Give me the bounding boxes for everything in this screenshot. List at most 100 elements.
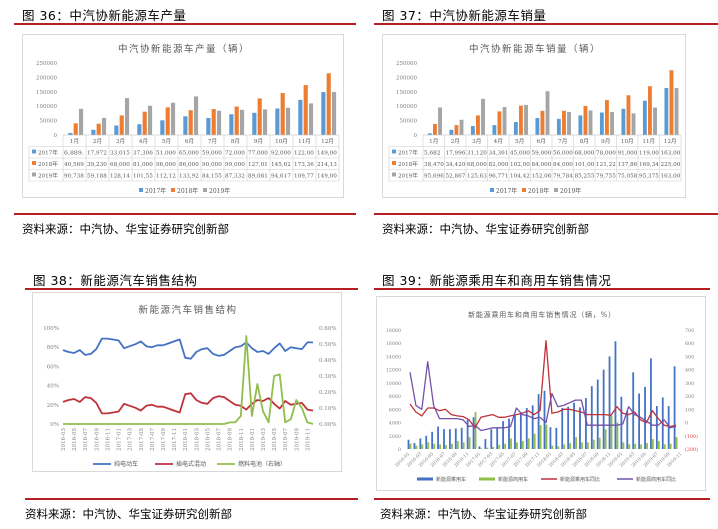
table-cell: 91,000 — [618, 151, 638, 157]
bar-2019年 — [78, 108, 84, 135]
bar-2018年 — [648, 86, 652, 135]
bar-新能源商用车 — [462, 442, 465, 449]
table-cell: 68,000 — [467, 162, 487, 168]
bar-2017年 — [427, 133, 432, 135]
figure-37-title: 图 37：中汽协新能源车销量 — [382, 8, 547, 23]
bar-新能源商用车 — [439, 444, 441, 449]
table-cell: 31,120 — [467, 151, 487, 157]
bar-2017年 — [642, 100, 647, 135]
bar-新能源商用车 — [563, 444, 566, 449]
category-label: 11月 — [298, 138, 311, 145]
y-left-tick: 20% — [47, 403, 59, 409]
bar-新能源商用车 — [557, 446, 560, 449]
bar-新能源乘用车 — [537, 394, 540, 449]
category-label: 10月 — [275, 138, 288, 145]
legend-label: 2017年 — [496, 187, 517, 195]
y-tick-label: 100000 — [396, 104, 417, 110]
table-cell: 38,470 — [424, 162, 444, 168]
legend-label: 2019年 — [560, 187, 581, 195]
bar-2018年 — [583, 105, 588, 135]
chart-39-passenger-commercial: 新能源乘用车和商用车销售情况（辆，%） 18000 16000 14000 12000 1… — [386, 310, 698, 483]
bar-2019年 — [567, 112, 571, 135]
y-right-tick: 0.00% — [319, 422, 336, 428]
bar-新能源商用车 — [628, 444, 631, 449]
bar-新能源乘用车 — [561, 408, 564, 449]
bar-2018年 — [280, 93, 285, 135]
y-left-tick: 0% — [50, 422, 59, 428]
line-新能源乘用车同比 — [409, 339, 677, 429]
bar-新能源商用车 — [610, 415, 613, 449]
bar-2019年 — [308, 103, 314, 135]
y-left-tick: 16000 — [386, 341, 401, 347]
y-tick-label: 50000 — [40, 119, 58, 125]
bar-2019年 — [147, 105, 153, 135]
y-left-tick: 18000 — [386, 328, 401, 334]
figure-38-source: 资料来源：中汽协、华宝证券研究创新部 — [25, 507, 232, 521]
bar-新能源商用车 — [409, 443, 412, 449]
table-cell: 78,000 — [596, 151, 616, 157]
bar-2019年 — [481, 98, 485, 135]
bar-新能源乘用车 — [531, 405, 534, 449]
bar-2018年 — [257, 98, 262, 135]
bar-2017年 — [599, 112, 604, 135]
bar-2017年 — [664, 88, 669, 135]
figure-39-title: 图 39：新能源乘用车和商用车销售情况 — [382, 273, 612, 288]
bar-2017年 — [470, 126, 475, 135]
x-tick-label: 2016-11 — [105, 428, 111, 451]
category-label: 3月 — [116, 138, 125, 145]
table-cell: 90,000 — [202, 162, 222, 168]
category-label: 5月 — [162, 138, 171, 145]
y-tick-label: 250000 — [36, 61, 57, 67]
legend-swatch — [522, 188, 526, 192]
y-tick-label: 200000 — [396, 75, 417, 81]
legend-label: 插电式混动 — [176, 460, 206, 468]
table-cell: 37,306 — [133, 151, 153, 157]
y-tick-label: 50000 — [400, 119, 418, 125]
bar-新能源乘用车 — [437, 426, 439, 449]
x-tick-label: 2016-09 — [94, 428, 100, 451]
bar-2018年 — [211, 109, 216, 135]
bar-新能源商用车 — [527, 438, 530, 449]
bar-2018年 — [96, 123, 101, 135]
bar-新能源商用车 — [533, 433, 536, 449]
bar-2018年 — [454, 125, 459, 135]
x-tick-label: 2019-11 — [305, 428, 311, 451]
bar-新能源商用车 — [652, 439, 654, 449]
figure-36-source: 资料来源：中汽协、华宝证券研究创新部 — [22, 222, 229, 236]
y-right-tick: 200 — [685, 394, 694, 400]
y-right-tick: 0.40% — [319, 358, 336, 364]
chart-37-sales: 中汽协新能源车销量（辆） 250000 200000 150000 100000 5000… — [388, 43, 682, 195]
figure-39-source: 资料来源：中汽协、华宝证券研究创新部 — [380, 507, 587, 521]
table-cell: 149,00 — [317, 151, 337, 157]
bar-新能源乘用车 — [655, 406, 658, 449]
figure-36-title: 图 36：中汽协新能源车产量 — [22, 8, 187, 23]
line-新能源商用车同比 — [409, 361, 677, 432]
table-cell: 68,000 — [575, 151, 595, 157]
table-cell: 89,081 — [248, 174, 268, 180]
y-tick-label: 100000 — [36, 104, 57, 110]
y-left-tick: 60% — [47, 364, 59, 370]
category-label: 2月 — [451, 138, 460, 145]
table-cell: 84,000 — [553, 162, 573, 168]
bar-新能源商用车 — [427, 442, 430, 449]
table-cell: 40,569 — [64, 162, 84, 168]
x-tick-label: 2018-01 — [183, 428, 189, 451]
chart-title: 新能源乘用车和商用车销售情况（辆，%） — [468, 310, 616, 319]
bar-2018年 — [669, 70, 674, 135]
table-cell: 225,00 — [661, 162, 681, 168]
y-left-tick: 0 — [398, 447, 401, 453]
legend-key — [392, 172, 396, 177]
table-cell: 39,230 — [87, 162, 107, 168]
bar-新能源乘用车 — [448, 429, 451, 449]
category-label: 12月 — [664, 138, 677, 145]
bar-2019年 — [285, 107, 291, 135]
bar-新能源商用车 — [604, 429, 607, 449]
bar-新能源商用车 — [433, 443, 436, 449]
x-tick-label: 2018-11 — [239, 428, 245, 451]
category-label: 2月 — [93, 138, 102, 145]
y-tick-label: 250000 — [396, 61, 417, 67]
table-cell: 145,62 — [271, 162, 291, 168]
bar-新能源商用车 — [450, 443, 453, 449]
source-rule — [25, 498, 358, 500]
bar-新能源商用车 — [634, 443, 637, 449]
